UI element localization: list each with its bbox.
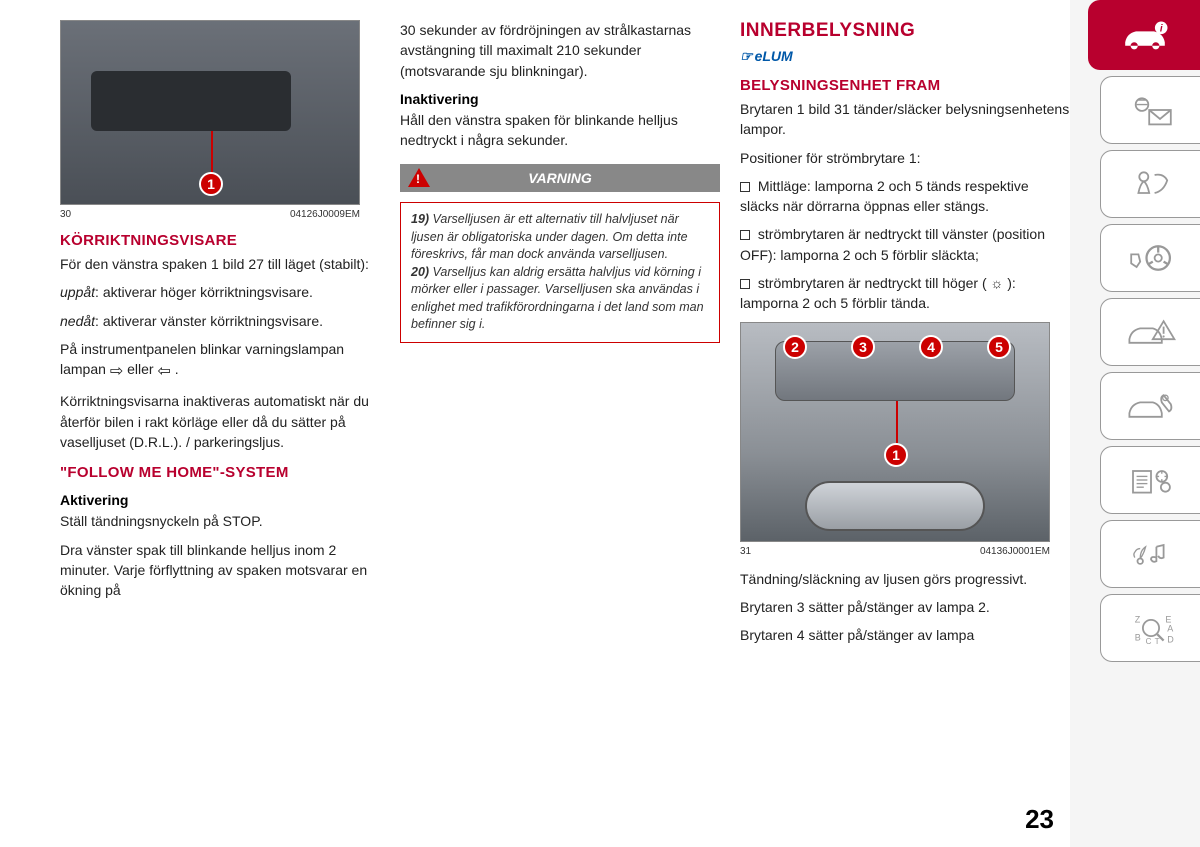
tab-multimedia[interactable] xyxy=(1100,520,1200,588)
para: 30 sekunder av fördröjningen av strålkas… xyxy=(400,20,720,81)
tab-specs[interactable] xyxy=(1100,446,1200,514)
heading-belysning: BELYSNINGSENHET FRAM xyxy=(740,77,1070,95)
fig-num: 31 xyxy=(740,546,751,557)
para: På instrumentpanelen blinkar varningslam… xyxy=(60,339,380,383)
para: Brytaren 1 bild 31 tänder/släcker belysn… xyxy=(740,99,1070,140)
warning-title: VARNING xyxy=(528,170,592,186)
para: Brytaren 3 sätter på/stänger av lampa 2. xyxy=(740,597,1070,617)
warning-header: VARNING xyxy=(400,164,720,192)
svg-text:D: D xyxy=(1167,634,1174,644)
elum-badge: eLUM xyxy=(740,48,1070,65)
fig-code: 04126J0009EM xyxy=(290,209,360,220)
para: uppåt: aktiverar höger körriktningsvisar… xyxy=(60,282,380,302)
para: Körriktningsvisarna inaktiveras automati… xyxy=(60,391,380,452)
para: Tändning/släckning av ljusen görs progre… xyxy=(740,569,1070,589)
tab-starting[interactable] xyxy=(1100,224,1200,292)
para: Mittläge: lamporna 2 och 5 tänds respekt… xyxy=(740,176,1070,217)
figure-31-caption: 31 04136J0001EM xyxy=(740,546,1050,557)
svg-text:T: T xyxy=(1154,637,1159,646)
bullet-icon xyxy=(740,279,750,289)
figure-31: 2 3 4 5 1 xyxy=(740,322,1050,542)
para: Ställ tändningsnyckeln på STOP. xyxy=(60,511,380,531)
tab-warning[interactable] xyxy=(1100,298,1200,366)
heading-innerbelysning: INNERBELYSNING xyxy=(740,20,1070,42)
svg-text:i: i xyxy=(1159,23,1162,34)
svg-text:A: A xyxy=(1167,624,1173,634)
bullet-icon xyxy=(740,182,750,192)
tab-messages[interactable] xyxy=(1100,76,1200,144)
figure-30: 1 xyxy=(60,20,360,205)
para: Brytaren 4 sätter på/stänger av lampa xyxy=(740,625,1070,645)
arrow-right-icon: ⇨ xyxy=(110,360,123,383)
para: Håll den vänstra spaken för blinkande he… xyxy=(400,110,720,151)
para: strömbrytaren är nedtryckt till höger ( … xyxy=(740,273,1070,314)
heading-followme: "FOLLOW ME HOME"-SYSTEM xyxy=(60,464,380,482)
svg-text:C: C xyxy=(1145,637,1151,646)
heading-inaktivering: Inaktivering xyxy=(400,91,720,107)
tab-service[interactable] xyxy=(1100,372,1200,440)
page-number: 23 xyxy=(1025,804,1054,835)
arrow-left-icon: ⇦ xyxy=(157,360,170,383)
para: Positioner för strömbrytare 1: xyxy=(740,148,1070,168)
tab-index[interactable]: ZBEADCT xyxy=(1100,594,1200,662)
warn-num: 19) xyxy=(411,212,429,226)
warn-num: 20) xyxy=(411,265,429,279)
svg-text:B: B xyxy=(1134,633,1140,643)
para: nedåt: aktiverar vänster körriktningsvis… xyxy=(60,311,380,331)
fig-num: 30 xyxy=(60,209,71,220)
svg-text:Z: Z xyxy=(1134,615,1140,625)
tab-vehicle-info[interactable]: i xyxy=(1088,0,1200,70)
fig-code: 04136J0001EM xyxy=(980,546,1050,557)
warning-triangle-icon xyxy=(408,168,430,187)
tab-safety[interactable] xyxy=(1100,150,1200,218)
bullet-icon xyxy=(740,230,750,240)
warning-box: 19) Varselljusen är ett alternativ till … xyxy=(400,202,720,343)
sidebar-tabs: i ZBEADCT xyxy=(1080,0,1200,847)
column-2: 30 sekunder av fördröjningen av strålkas… xyxy=(400,20,720,654)
heading-korriktning: KÖRRIKTNINGSVISARE xyxy=(60,232,380,250)
figure-30-caption: 30 04126J0009EM xyxy=(60,209,360,220)
para: strömbrytaren är nedtryckt till vänster … xyxy=(740,224,1070,265)
para: Dra vänster spak till blinkande helljus … xyxy=(60,540,380,601)
column-3: INNERBELYSNING eLUM BELYSNINGSENHET FRAM… xyxy=(740,20,1070,654)
column-1: 1 30 04126J0009EM KÖRRIKTNINGSVISARE För… xyxy=(60,20,380,654)
para: För den vänstra spaken 1 bild 27 till lä… xyxy=(60,254,380,274)
heading-aktivering: Aktivering xyxy=(60,492,380,508)
light-icon: ☼ xyxy=(991,273,1004,293)
